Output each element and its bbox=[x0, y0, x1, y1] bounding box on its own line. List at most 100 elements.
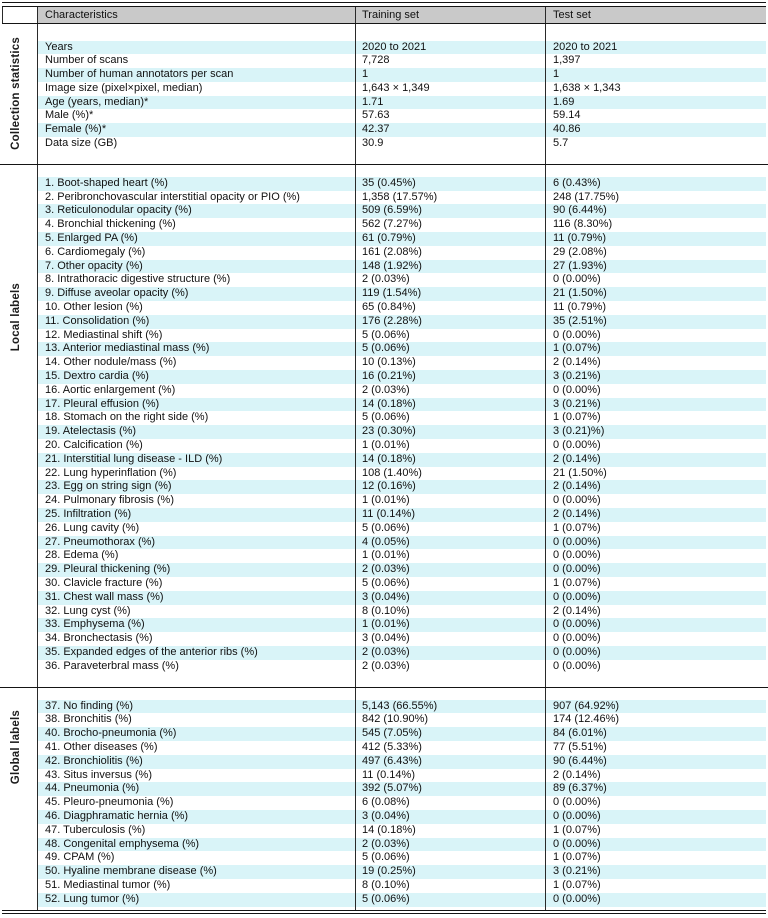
row-gutter bbox=[2, 727, 37, 741]
characteristic-cell: 47. Tuberculosis (%) bbox=[37, 823, 355, 838]
row-gutter bbox=[2, 796, 37, 810]
test-value-cell: 0 (0.00%) bbox=[545, 494, 766, 508]
characteristic-cell: 44. Pneumonia (%) bbox=[37, 782, 355, 797]
test-value-cell: 2 (0.14%) bbox=[545, 508, 766, 522]
row-gutter bbox=[2, 851, 37, 866]
table-header-row: Characteristics Training set Test set bbox=[2, 6, 766, 23]
table-row: 18. Stomach on the right side (%) 5 (0.06… bbox=[2, 411, 766, 426]
top-double-rule bbox=[2, 2, 766, 7]
test-value-cell: 2 (0.14%) bbox=[545, 480, 766, 495]
row-gutter bbox=[2, 342, 37, 357]
characteristic-cell: 51. Mediastinal tumor (%) bbox=[37, 878, 355, 893]
row-gutter bbox=[2, 383, 37, 398]
table-row: 3. Reticulonodular opacity (%) 509 (6.59%… bbox=[2, 204, 766, 219]
bottom-double-rule bbox=[2, 909, 766, 915]
row-gutter bbox=[2, 508, 37, 522]
row-gutter bbox=[2, 740, 37, 755]
test-value-cell: 89 (6.37%) bbox=[545, 782, 766, 797]
training-value-cell: 509 (6.59%) bbox=[355, 204, 545, 219]
training-value-cell: 19 (0.25%) bbox=[355, 865, 545, 879]
table-row: 21. Interstitial lung disease - ILD (%) 1… bbox=[2, 452, 766, 467]
training-value-cell: 11 (0.14%) bbox=[355, 768, 545, 783]
header-training-set: Training set bbox=[355, 6, 545, 23]
table-row: 10. Other lesion (%) 65 (0.84%) 11 (0.79%) bbox=[2, 301, 766, 315]
row-gutter bbox=[2, 768, 37, 783]
header-characteristics: Characteristics bbox=[37, 6, 355, 23]
table-row: 32. Lung cyst (%) 8 (0.10%) 2 (0.14%) bbox=[2, 604, 766, 619]
training-value-cell: 42.37 bbox=[355, 123, 545, 138]
test-value-cell: 1 (0.07%) bbox=[545, 521, 766, 536]
characteristic-cell: 2. Peribronchovascular interstitial opac… bbox=[37, 190, 355, 205]
table-row: 25. Infiltration (%) 11 (0.14%) 2 (0.14%) bbox=[2, 508, 766, 522]
characteristic-cell: 20. Calcification (%) bbox=[37, 439, 355, 453]
test-value-cell: 40.86 bbox=[545, 123, 766, 138]
characteristic-cell: 7. Other opacity (%) bbox=[37, 259, 355, 274]
row-gutter bbox=[2, 659, 37, 674]
characteristic-cell: 6. Cardiomegaly (%) bbox=[37, 245, 355, 260]
table-row: 30. Clavicle fracture (%) 5 (0.06%) 1 (0.0… bbox=[2, 576, 766, 591]
test-value-cell: 0 (0.00%) bbox=[545, 809, 766, 824]
training-value-cell: 545 (7.05%) bbox=[355, 727, 545, 741]
characteristic-cell: 32. Lung cyst (%) bbox=[37, 604, 355, 619]
characteristic-cell: 1. Boot-shaped heart (%) bbox=[37, 176, 355, 191]
characteristic-cell: 28. Edema (%) bbox=[37, 549, 355, 564]
table-row: 38. Bronchitis (%) 842 (10.90%) 174 (12.46… bbox=[2, 713, 766, 728]
spacer-row bbox=[2, 673, 766, 687]
row-gutter bbox=[2, 370, 37, 384]
training-value-cell: 1.71 bbox=[355, 95, 545, 110]
row-gutter bbox=[2, 397, 37, 412]
characteristic-cell: Image size (pixel×pixel, median) bbox=[37, 81, 355, 96]
row-gutter bbox=[2, 563, 37, 577]
section-local-labels: Local labels 1. Boot-shaped heart (%) 35 … bbox=[2, 164, 766, 687]
characteristic-cell: 33. Emphysema (%) bbox=[37, 618, 355, 633]
spacer-row bbox=[2, 23, 766, 41]
training-value-cell: 12 (0.16%) bbox=[355, 480, 545, 495]
test-value-cell: 1 (0.07%) bbox=[545, 576, 766, 591]
table-row: 41. Other diseases (%) 412 (5.33%) 77 (5.5… bbox=[2, 740, 766, 755]
table-row: 22. Lung hyperinflation (%) 108 (1.40%) 21… bbox=[2, 466, 766, 481]
training-value-cell: 16 (0.21%) bbox=[355, 370, 545, 384]
test-value-cell: 174 (12.46%) bbox=[545, 713, 766, 728]
training-value-cell: 4 (0.05%) bbox=[355, 535, 545, 550]
table-row: 11. Consolidation (%) 176 (2.28%) 35 (2.51… bbox=[2, 314, 766, 329]
test-value-cell: 1 (0.07%) bbox=[545, 823, 766, 838]
characteristic-cell: 46. Diagphramatic hernia (%) bbox=[37, 809, 355, 824]
spacer-row bbox=[2, 687, 766, 700]
characteristic-cell: 11. Consolidation (%) bbox=[37, 314, 355, 329]
table-row: 14. Other nodule/mass (%) 10 (0.13%) 2 (0.… bbox=[2, 356, 766, 371]
section-global-labels: Global labels 37. No finding (%) 5,143 (6… bbox=[2, 687, 766, 910]
training-value-cell: 3 (0.04%) bbox=[355, 809, 545, 824]
table-row: 48. Congenital emphysema (%) 2 (0.03%) 0 (… bbox=[2, 837, 766, 852]
row-gutter bbox=[2, 137, 37, 151]
table-row: 46. Diagphramatic hernia (%) 3 (0.04%) 0 (… bbox=[2, 809, 766, 824]
spacer-row bbox=[2, 150, 766, 164]
characteristic-cell: 12. Mediastinal shift (%) bbox=[37, 328, 355, 343]
characteristic-cell: 35. Expanded edges of the anterior ribs … bbox=[37, 645, 355, 660]
characteristic-cell: 22. Lung hyperinflation (%) bbox=[37, 466, 355, 481]
test-value-cell: 1 bbox=[545, 68, 766, 82]
test-value-cell: 1.69 bbox=[545, 95, 766, 110]
test-value-cell: 3 (0.21)%) bbox=[545, 425, 766, 440]
training-value-cell: 35 (0.45%) bbox=[355, 176, 545, 191]
table-row: 47. Tuberculosis (%) 14 (0.18%) 1 (0.07%) bbox=[2, 823, 766, 838]
row-gutter bbox=[2, 54, 37, 69]
characteristic-cell: Number of human annotators per scan bbox=[37, 68, 355, 82]
spacer-row bbox=[2, 164, 766, 177]
header-rule bbox=[2, 22, 766, 24]
row-gutter bbox=[2, 411, 37, 426]
training-value-cell: 5 (0.06%) bbox=[355, 521, 545, 536]
table-row: Number of scans 7,728 1,397 bbox=[2, 54, 766, 69]
row-gutter bbox=[2, 782, 37, 797]
test-value-cell: 90 (6.44%) bbox=[545, 754, 766, 769]
test-value-cell: 2020 to 2021 bbox=[545, 40, 766, 55]
test-value-cell: 35 (2.51%) bbox=[545, 314, 766, 329]
row-gutter bbox=[2, 645, 37, 660]
row-gutter bbox=[2, 480, 37, 495]
training-value-cell: 2 (0.03%) bbox=[355, 659, 545, 674]
characteristic-cell: 31. Chest wall mass (%) bbox=[37, 590, 355, 605]
characteristic-cell: 9. Diffuse aveolar opacity (%) bbox=[37, 287, 355, 302]
characteristic-cell: 15. Dextro cardia (%) bbox=[37, 370, 355, 384]
spacer-row bbox=[2, 906, 766, 910]
test-value-cell: 907 (64.92%) bbox=[545, 699, 766, 714]
